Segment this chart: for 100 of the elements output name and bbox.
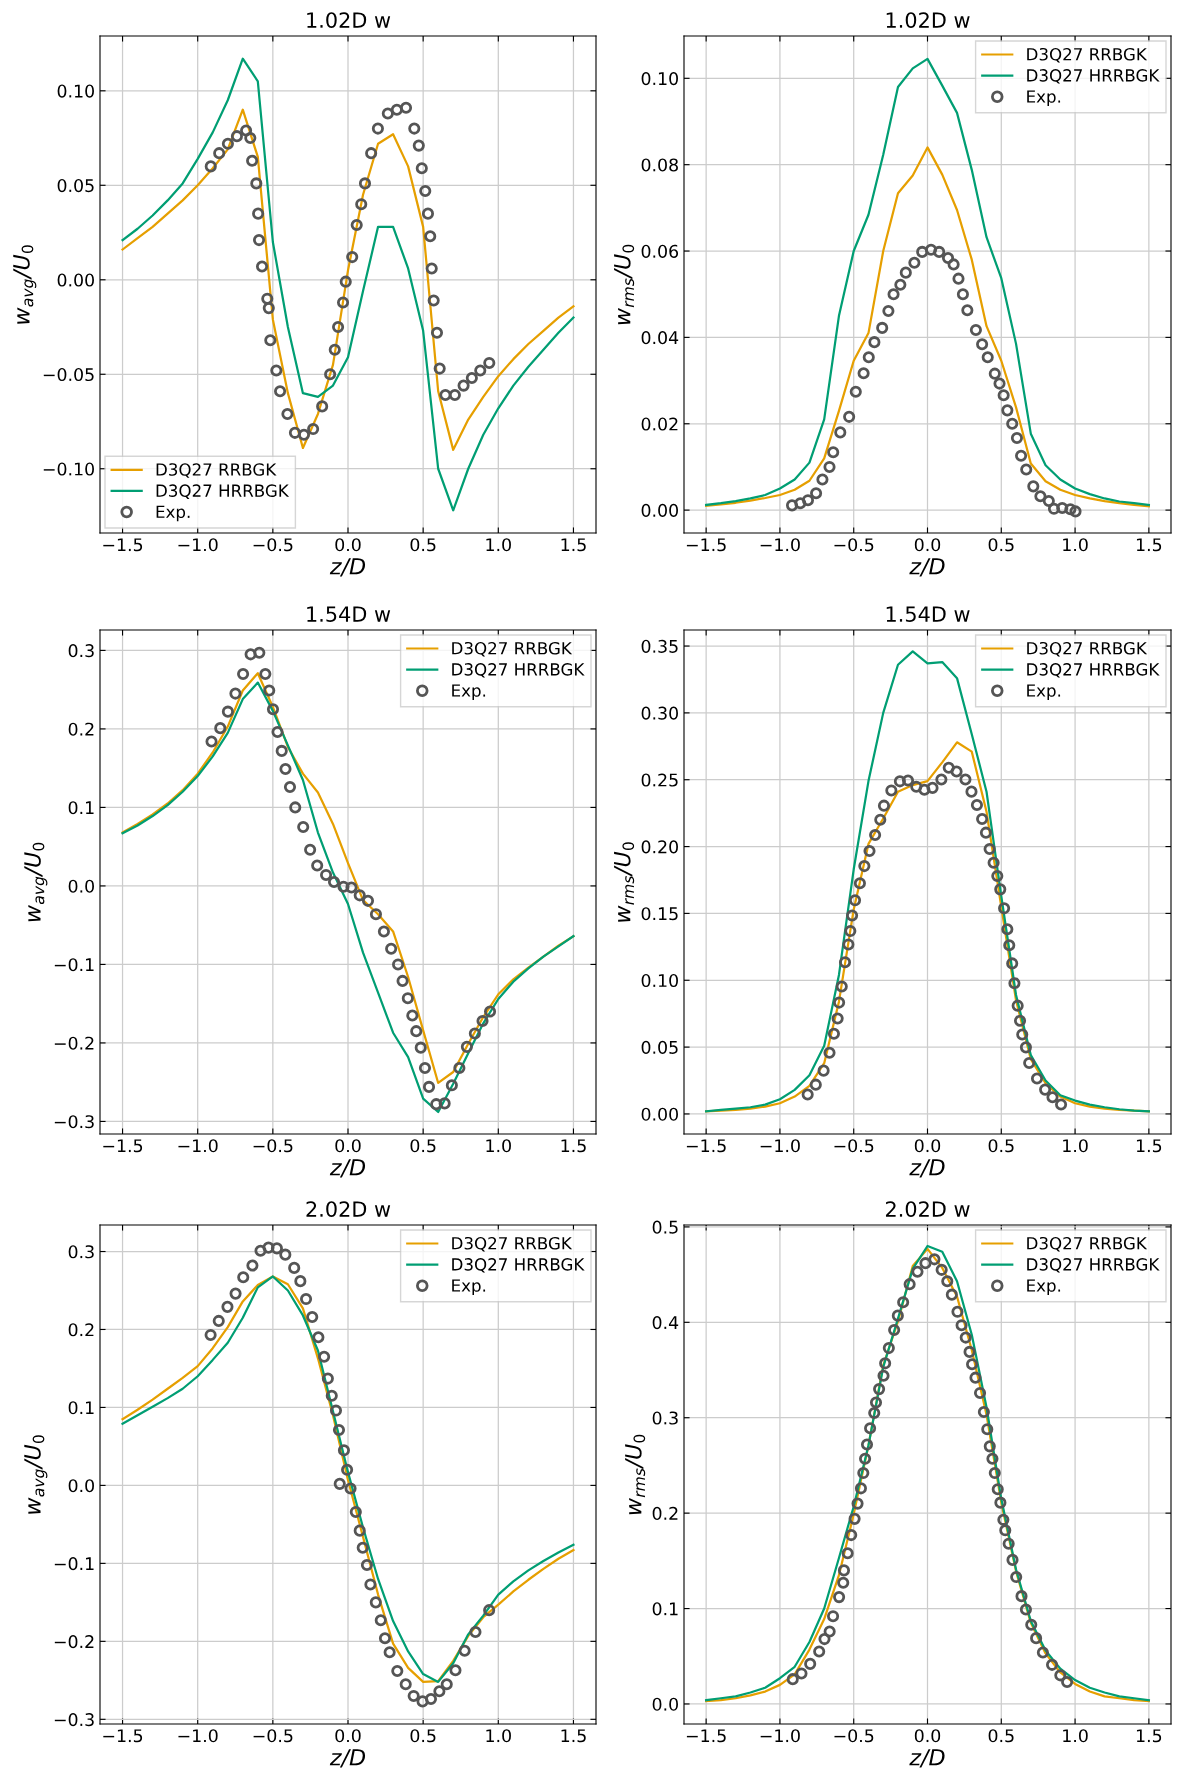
legend-label: Exp. — [1027, 684, 1061, 701]
y-axis-title: w$_{rms}$/U$_{0}$ — [614, 842, 635, 922]
y-tick-label: 0.35 — [641, 639, 678, 653]
chart-title: 1.02D w — [886, 12, 970, 28]
x-axis-title: z/D — [329, 1159, 366, 1178]
x-tick-label: 0.0 — [335, 1729, 361, 1743]
chart-title: 2.02D w — [885, 1201, 970, 1217]
x-tick-label: 0.5 — [410, 538, 436, 552]
y-axis-title: w$_{rms}$/U$_{0}$ — [614, 244, 635, 325]
x-tick-label: −1.5 — [686, 538, 726, 552]
y-tick-label: −0.1 — [54, 958, 94, 972]
x-tick-label: −0.5 — [253, 1729, 293, 1743]
chart-title: 1.54D w — [307, 606, 391, 622]
y-tick-label: 0.10 — [57, 84, 94, 98]
y-tick-label: 0.06 — [641, 244, 679, 258]
y-tick-label: 0.25 — [641, 773, 678, 787]
x-tick-label: 0.5 — [410, 1729, 436, 1743]
legend-label: Exp. — [1027, 1279, 1061, 1296]
y-tick-label: 0.0 — [652, 1697, 678, 1711]
legend-label: D3Q27 RRBGK — [156, 463, 277, 478]
legend-label: Exp. — [1027, 90, 1061, 107]
x-tick-label: −0.5 — [834, 1139, 874, 1153]
y-tick-label: 0.3 — [652, 1411, 678, 1425]
legend-label: D3Q27 HRRBGK — [1027, 69, 1160, 84]
x-tick-label: 0.0 — [335, 1139, 361, 1153]
x-axis-title: z/D — [909, 1749, 945, 1768]
legend-label: D3Q27 RRBGK — [452, 641, 573, 657]
x-tick-label: 1.0 — [486, 1729, 511, 1743]
x-tick-label: 1.0 — [486, 538, 511, 552]
x-tick-label: 0.0 — [914, 538, 941, 552]
legend-label: Exp. — [452, 684, 486, 701]
y-tick-label: 0.10 — [641, 72, 678, 86]
x-tick-label: 0.5 — [410, 1139, 436, 1153]
y-tick-label: 0.1 — [68, 1401, 94, 1415]
y-tick-label: 0.2 — [652, 1506, 678, 1520]
legend-label: D3Q27 HRRBGK — [1027, 663, 1160, 678]
x-tick-label: 1.5 — [561, 1729, 586, 1743]
x-tick-label: 1.0 — [486, 1139, 511, 1153]
y-axis-title: w$_{avg}$/U$_{0}$ — [24, 1435, 48, 1514]
y-tick-label: −0.1 — [54, 1557, 94, 1571]
y-tick-label: 0.3 — [68, 644, 94, 658]
x-tick-label: 1.0 — [1063, 1729, 1088, 1743]
legend-label: D3Q27 RRBGK — [1027, 47, 1148, 63]
legend-label: D3Q27 HRRBGK — [452, 663, 585, 678]
y-tick-label: −0.05 — [43, 367, 94, 382]
y-axis-title: w$_{avg}$/U$_{0}$ — [24, 842, 48, 922]
x-tick-label: 1.5 — [1136, 538, 1162, 552]
legend-label: Exp. — [452, 1279, 486, 1296]
x-tick-label: −0.5 — [253, 538, 293, 552]
y-tick-label: −0.3 — [54, 1713, 94, 1727]
y-axis-title: w$_{rms}$/U$_{0}$ — [625, 1434, 646, 1515]
y-tick-label: 0.00 — [641, 503, 678, 517]
y-tick-label: 0.2 — [68, 722, 94, 736]
y-tick-label: 0.4 — [652, 1316, 679, 1330]
x-tick-label: −0.5 — [834, 1729, 874, 1743]
y-tick-label: 0.05 — [641, 1040, 678, 1054]
y-tick-label: 0.0 — [68, 1479, 94, 1493]
x-axis-title: z/D — [329, 558, 366, 577]
legend-label: D3Q27 RRBGK — [452, 1236, 573, 1252]
y-tick-label: −0.3 — [54, 1115, 94, 1129]
y-tick-label: 0.02 — [641, 417, 678, 431]
x-tick-label: −1.0 — [178, 1139, 218, 1153]
y-tick-label: 0.5 — [652, 1220, 678, 1234]
x-tick-label: 1.0 — [1063, 1139, 1088, 1153]
y-tick-label: 0.20 — [641, 840, 678, 854]
x-tick-label: −0.5 — [834, 538, 874, 552]
x-tick-label: −1.0 — [178, 1729, 218, 1743]
x-tick-label: −1.5 — [686, 1139, 726, 1153]
x-tick-label: −0.5 — [253, 1139, 293, 1153]
legend-label: D3Q27 RRBGK — [1027, 1236, 1148, 1252]
chart-title: 2.02D w — [306, 1201, 391, 1217]
legend-label: D3Q27 HRRBGK — [1027, 1258, 1160, 1273]
x-tick-label: 0.0 — [335, 538, 361, 552]
x-tick-label: 0.5 — [988, 1139, 1014, 1153]
y-tick-label: 0.2 — [68, 1323, 94, 1337]
legend-label: D3Q27 HRRBGK — [156, 484, 290, 499]
legend-label: D3Q27 RRBGK — [1027, 641, 1148, 657]
y-tick-label: 0.0 — [68, 879, 94, 893]
x-tick-label: 1.5 — [1136, 1729, 1162, 1743]
x-tick-label: −1.0 — [760, 1729, 800, 1743]
y-tick-label: 0.3 — [68, 1245, 94, 1259]
y-tick-label: 0.1 — [68, 801, 94, 815]
y-tick-label: 0.1 — [652, 1602, 678, 1616]
y-tick-label: 0.15 — [641, 907, 678, 921]
x-axis-title: z/D — [909, 558, 945, 577]
y-tick-label: 0.04 — [641, 331, 679, 345]
y-tick-label: 0.05 — [57, 179, 94, 193]
y-tick-label: 0.30 — [641, 706, 678, 720]
y-tick-label: 0.10 — [641, 973, 678, 988]
y-axis-title: w$_{avg}$/U$_{0}$ — [13, 245, 37, 324]
x-tick-label: 1.5 — [561, 538, 586, 552]
x-tick-label: −1.0 — [760, 538, 800, 552]
x-tick-label: 1.0 — [1063, 538, 1088, 552]
x-tick-label: 0.5 — [988, 1729, 1014, 1743]
x-tick-label: −1.0 — [760, 1139, 800, 1153]
x-tick-label: −1.5 — [103, 538, 143, 552]
x-tick-label: −1.5 — [686, 1729, 726, 1743]
y-tick-label: −0.10 — [43, 462, 94, 476]
x-tick-label: 1.5 — [561, 1139, 586, 1153]
y-tick-label: −0.2 — [54, 1635, 94, 1649]
